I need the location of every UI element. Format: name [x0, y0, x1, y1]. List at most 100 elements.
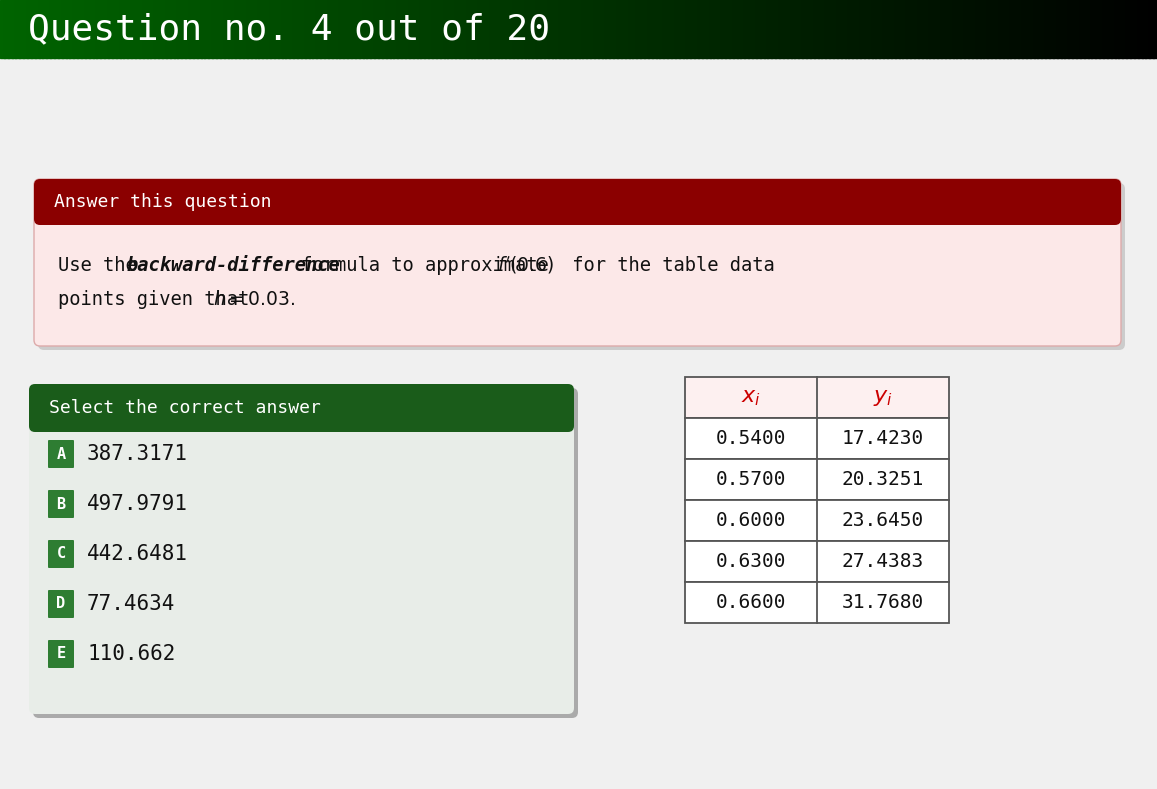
Bar	[918, 0, 923, 58]
Bar	[401, 0, 406, 58]
Bar	[1126, 0, 1132, 58]
Bar	[818, 0, 823, 58]
Bar	[544, 0, 548, 58]
Bar	[1103, 0, 1108, 58]
Bar	[949, 0, 953, 58]
Bar	[795, 0, 799, 58]
Bar	[408, 0, 414, 58]
Text: formula to approximate: formula to approximate	[290, 256, 560, 275]
Bar	[278, 0, 282, 58]
Bar	[957, 0, 961, 58]
Bar	[1091, 0, 1097, 58]
Bar	[610, 0, 614, 58]
Bar	[420, 0, 426, 58]
FancyBboxPatch shape	[29, 384, 574, 714]
Bar	[355, 0, 360, 58]
Bar	[374, 0, 379, 58]
Bar	[177, 0, 183, 58]
Text: 77.4634: 77.4634	[87, 594, 176, 614]
Bar	[316, 0, 322, 58]
Bar	[131, 0, 137, 58]
Bar	[906, 0, 912, 58]
Bar	[478, 0, 484, 58]
Bar	[289, 0, 294, 58]
FancyBboxPatch shape	[29, 384, 574, 432]
Bar	[547, 0, 553, 58]
Bar	[902, 0, 907, 58]
Bar	[235, 0, 241, 58]
Bar	[922, 0, 927, 58]
Bar	[81, 0, 86, 58]
Bar	[1084, 0, 1089, 58]
Bar	[1068, 0, 1074, 58]
Bar	[856, 0, 861, 58]
Bar	[594, 0, 599, 58]
Bar	[540, 0, 545, 58]
Bar	[297, 0, 302, 58]
Bar	[73, 0, 79, 58]
Bar	[659, 0, 664, 58]
Text: Answer this question: Answer this question	[54, 193, 272, 211]
Bar	[744, 0, 750, 58]
Bar	[506, 0, 510, 58]
Bar	[779, 0, 784, 58]
Bar	[8, 0, 13, 58]
Text: D: D	[57, 596, 66, 611]
Text: 0.6300: 0.6300	[716, 552, 787, 571]
Bar	[1049, 0, 1054, 58]
Bar	[964, 0, 970, 58]
Bar	[1061, 0, 1066, 58]
Bar	[239, 0, 244, 58]
Bar	[1134, 0, 1138, 58]
Bar	[598, 0, 603, 58]
Bar	[1122, 0, 1127, 58]
Bar	[135, 0, 140, 58]
Bar	[263, 0, 267, 58]
Bar	[382, 0, 386, 58]
Bar	[1137, 0, 1143, 58]
Bar	[706, 0, 710, 58]
Bar	[127, 0, 132, 58]
Bar	[362, 0, 368, 58]
Bar	[1114, 0, 1120, 58]
Text: 442.6481: 442.6481	[87, 544, 187, 564]
Bar	[960, 0, 965, 58]
Text: B: B	[57, 496, 66, 511]
Bar	[756, 0, 761, 58]
FancyBboxPatch shape	[47, 540, 74, 568]
Bar	[147, 0, 152, 58]
Bar	[651, 0, 657, 58]
Bar	[78, 0, 82, 58]
Text: $y_i$: $y_i$	[874, 387, 893, 407]
Bar	[359, 0, 363, 58]
Bar	[980, 0, 985, 58]
Bar	[54, 0, 59, 58]
Bar	[1154, 0, 1157, 58]
Bar	[20, 0, 24, 58]
Bar	[119, 0, 125, 58]
Bar	[552, 0, 557, 58]
Text: backward-difference: backward-difference	[127, 256, 340, 275]
Bar	[671, 0, 676, 58]
Bar	[587, 0, 591, 58]
Bar	[798, 0, 803, 58]
Bar	[891, 0, 896, 58]
Bar	[787, 0, 791, 58]
Bar	[783, 0, 788, 58]
Bar	[96, 0, 102, 58]
Bar	[258, 0, 264, 58]
Bar	[220, 0, 224, 58]
Bar	[1064, 0, 1069, 58]
Text: 31.7680: 31.7680	[842, 593, 924, 612]
Bar	[170, 0, 175, 58]
Text: 17.4230: 17.4230	[842, 429, 924, 448]
Bar	[466, 0, 472, 58]
Bar	[116, 0, 120, 58]
Bar	[494, 0, 499, 58]
Bar	[513, 0, 518, 58]
Bar	[714, 0, 718, 58]
FancyBboxPatch shape	[38, 183, 1125, 350]
Bar	[185, 0, 190, 58]
Bar	[139, 0, 143, 58]
Bar	[455, 0, 460, 58]
